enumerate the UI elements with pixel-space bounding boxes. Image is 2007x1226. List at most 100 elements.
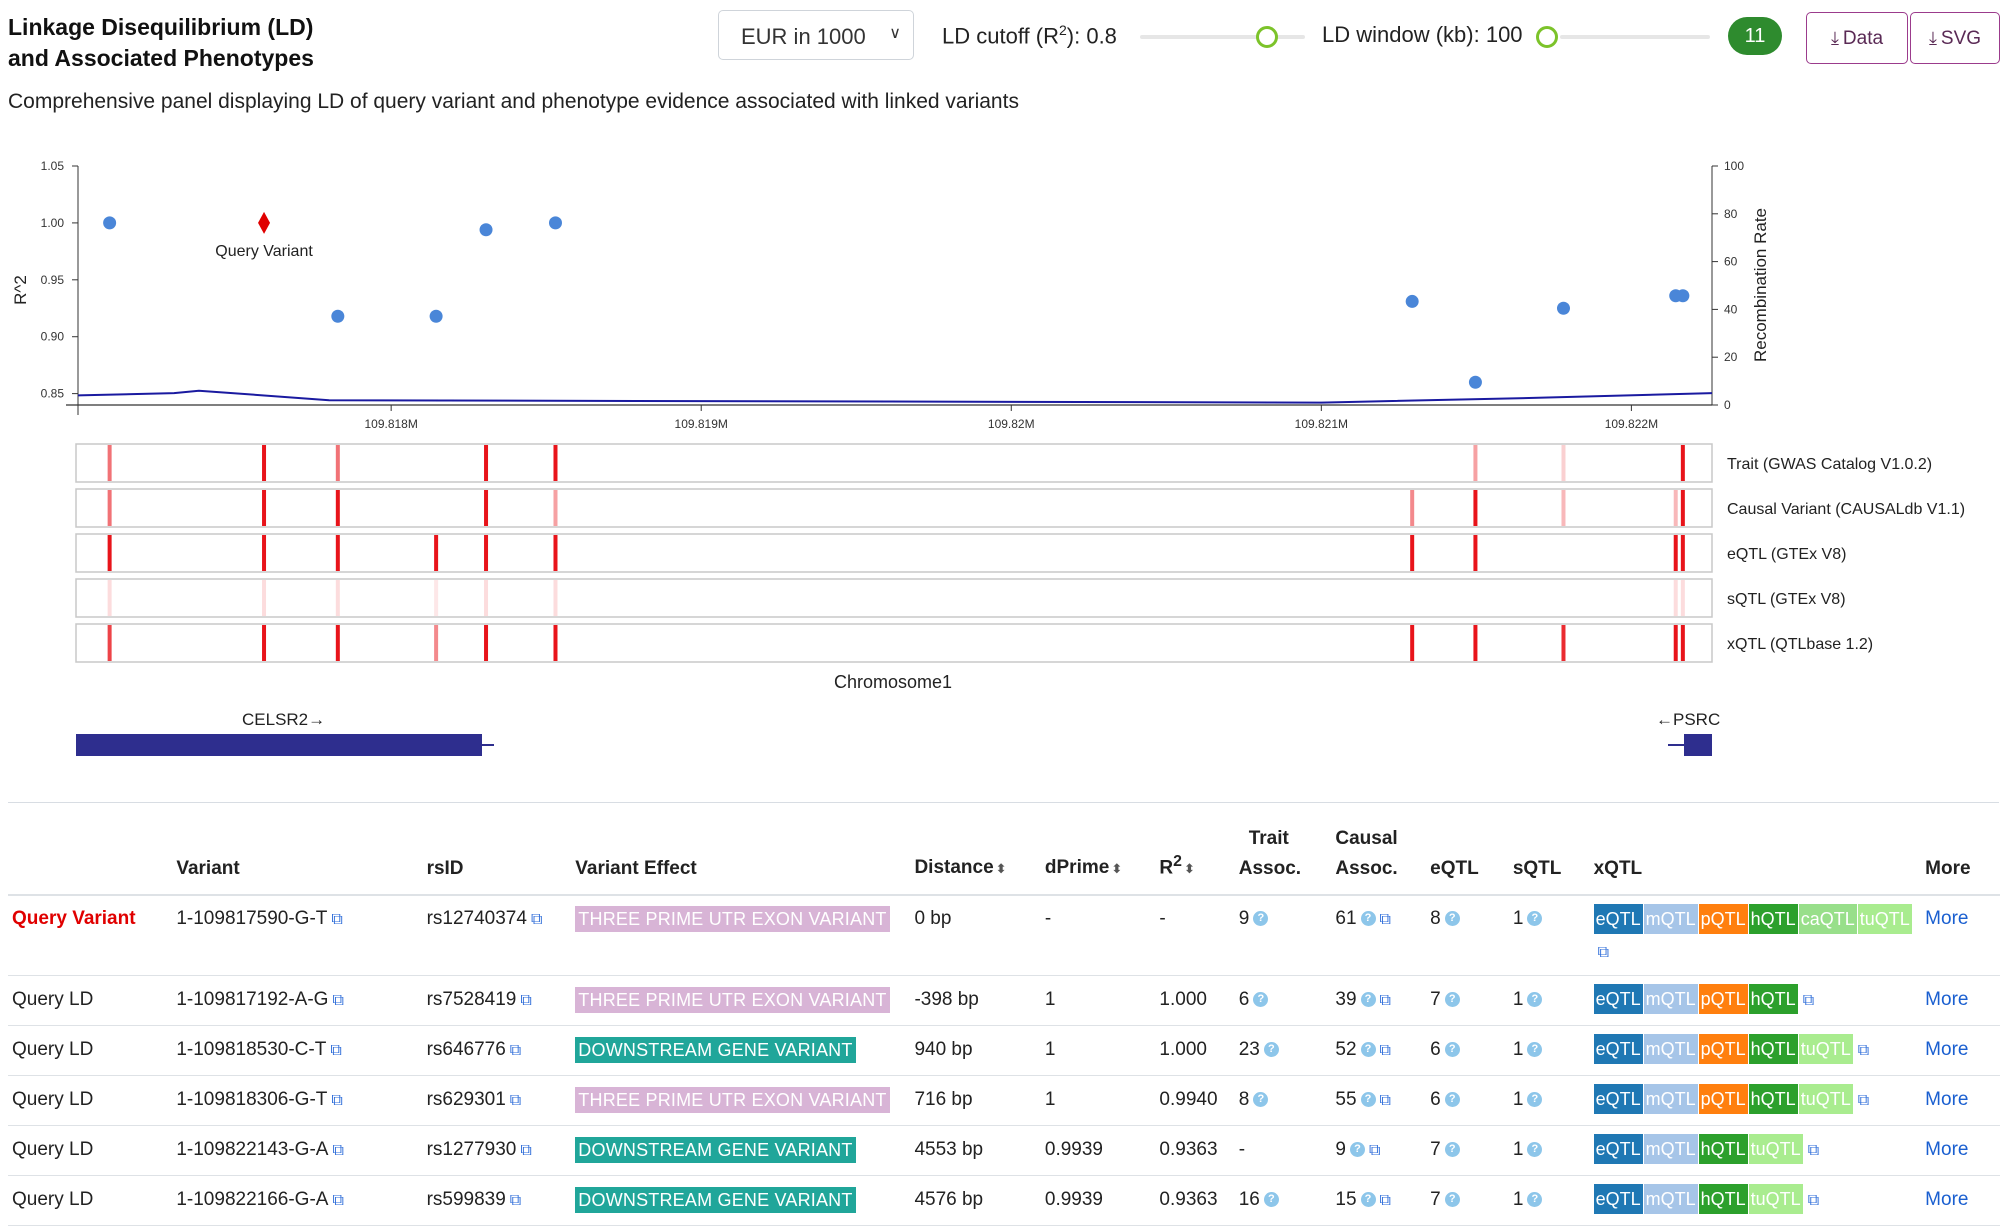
external-link-icon[interactable]: ⧉ — [1807, 1191, 1820, 1209]
external-link-icon[interactable]: ⧉ — [520, 991, 532, 1009]
more-link[interactable]: More — [1925, 1038, 1969, 1060]
ld-window-slider-handle[interactable] — [1536, 26, 1558, 48]
help-icon[interactable]: ? — [1444, 911, 1460, 927]
track-mark — [553, 625, 558, 661]
chromosome-label: Chromosome1 — [834, 672, 952, 692]
external-link-icon[interactable]: ⧉ — [1379, 911, 1391, 928]
variant-effect-badge: THREE PRIME UTR EXON VARIANT — [575, 986, 890, 1013]
external-link-icon[interactable]: ⧉ — [331, 911, 343, 928]
track-mark — [1673, 580, 1678, 616]
cell-eqtl: 6? — [1426, 1075, 1509, 1126]
help-icon[interactable]: ? — [1527, 1041, 1543, 1057]
ld-variant-table: Variant rsID Variant Effect Distance ⬍ dP… — [8, 818, 2000, 1226]
more-link[interactable]: More — [1925, 1088, 1969, 1110]
help-icon[interactable]: ? — [1527, 991, 1543, 1007]
cell-trait-assoc: - — [1234, 1125, 1332, 1176]
rsid-value: rs1277930 — [426, 1138, 517, 1160]
help-icon[interactable]: ? — [1360, 911, 1376, 927]
download-svg-button[interactable]: ⤓ SVG — [1910, 12, 2000, 64]
more-link[interactable]: More — [1925, 908, 1969, 929]
help-icon[interactable]: ? — [1444, 991, 1460, 1007]
external-link-icon[interactable]: ⧉ — [330, 1041, 342, 1059]
help-icon[interactable]: ? — [1360, 1191, 1376, 1207]
ld-cutoff-slider-handle[interactable] — [1256, 26, 1278, 48]
track-label: sQTL (GTEx V8) — [1727, 591, 1846, 608]
help-icon[interactable]: ? — [1527, 1091, 1543, 1107]
track-mark — [1673, 490, 1678, 526]
xqtl-badge-tuqtl: tuQTL — [1748, 1183, 1803, 1214]
y2-tick-label: 20 — [1724, 350, 1738, 364]
external-link-icon[interactable]: ⧉ — [520, 1141, 532, 1159]
external-link-icon[interactable]: ⧉ — [530, 911, 543, 928]
help-icon[interactable]: ? — [1444, 1091, 1460, 1107]
external-link-icon[interactable]: ⧉ — [509, 1091, 522, 1109]
table-header-row: Variant rsID Variant Effect Distance ⬍ dP… — [8, 818, 2000, 896]
help-icon[interactable]: ? — [1253, 911, 1269, 927]
external-link-icon[interactable]: ⧉ — [1368, 1141, 1381, 1159]
external-link-icon[interactable]: ⧉ — [509, 1191, 522, 1209]
track-row — [75, 488, 1713, 528]
help-icon[interactable]: ? — [1349, 1141, 1365, 1157]
col-dprime[interactable]: dPrime ⬍ — [1040, 818, 1156, 896]
section-divider — [8, 802, 1999, 803]
external-link-icon[interactable]: ⧉ — [1802, 991, 1815, 1009]
help-icon[interactable]: ? — [1360, 1091, 1376, 1107]
xqtl-badge-mqtl: mQTL — [1643, 1133, 1698, 1164]
track-mark — [107, 535, 112, 571]
external-link-icon[interactable]: ⧉ — [1857, 1091, 1870, 1109]
ld-window-slider[interactable] — [1560, 35, 1710, 39]
variant-id: 1-109818306-G-T — [176, 1088, 328, 1110]
external-link-icon[interactable]: ⧉ — [1379, 1091, 1391, 1109]
external-link-icon[interactable]: ⧉ — [509, 1041, 522, 1059]
cell-dprime: 0.9939 — [1040, 1125, 1156, 1176]
external-link-icon[interactable]: ⧉ — [332, 991, 344, 1009]
variant-effect-badge: DOWNSTREAM GENE VARIANT — [575, 1036, 856, 1063]
help-icon[interactable]: ? — [1360, 1041, 1376, 1057]
track-mark — [107, 445, 112, 481]
population-select[interactable]: EUR in 1000 ∨ — [718, 10, 914, 60]
variant-type-label: Query LD — [12, 988, 94, 1010]
causal-count: 61 — [1335, 908, 1357, 929]
external-link-icon[interactable]: ⧉ — [1379, 991, 1391, 1009]
help-icon[interactable]: ? — [1263, 1041, 1279, 1057]
track-mark — [335, 580, 340, 616]
download-data-button[interactable]: ⤓ Data — [1806, 12, 1908, 64]
more-link[interactable]: More — [1925, 1188, 1969, 1210]
col-r2[interactable]: R2 ⬍ — [1155, 818, 1235, 896]
table-row: Query LD 1-109818530-C-T ⧉ rs646776 ⧉ DOWNSTR… — [8, 1025, 2000, 1076]
help-icon[interactable]: ? — [1444, 1141, 1460, 1157]
external-link-icon[interactable]: ⧉ — [332, 1141, 344, 1159]
help-icon[interactable]: ? — [1444, 1191, 1460, 1207]
help-icon[interactable]: ? — [1360, 991, 1376, 1007]
col-distance[interactable]: Distance ⬍ — [910, 818, 1041, 896]
external-link-icon[interactable]: ⧉ — [1597, 944, 1610, 961]
ld-variant-point — [1556, 301, 1570, 315]
help-icon[interactable]: ? — [1263, 1191, 1279, 1207]
track-row — [75, 623, 1713, 663]
external-link-icon[interactable]: ⧉ — [1857, 1041, 1870, 1059]
ld-cutoff-slider[interactable] — [1140, 35, 1305, 39]
help-icon[interactable]: ? — [1527, 1141, 1543, 1157]
external-link-icon[interactable]: ⧉ — [332, 1191, 344, 1209]
track-mark — [434, 625, 439, 661]
more-link[interactable]: More — [1925, 988, 1969, 1010]
ld-cutoff-label: LD cutoff (R2): 0.8 — [942, 22, 1117, 49]
cell-dprime: 1 — [1040, 1025, 1156, 1076]
help-icon[interactable]: ? — [1444, 1041, 1460, 1057]
help-icon[interactable]: ? — [1527, 911, 1543, 927]
more-link[interactable]: More — [1925, 1138, 1969, 1160]
external-link-icon[interactable]: ⧉ — [331, 1091, 343, 1109]
help-icon[interactable]: ? — [1253, 991, 1269, 1007]
external-link-icon[interactable]: ⧉ — [1379, 1191, 1391, 1209]
col-xqtl: xQTL — [1589, 818, 1922, 896]
help-icon[interactable]: ? — [1253, 1091, 1269, 1107]
trait-count: 8 — [1238, 1088, 1250, 1110]
table-row: Query LD 1-109822166-G-A ⧉ rs599839 ⧉ DOWNSTR… — [8, 1175, 2000, 1226]
variant-id: 1-109822143-G-A — [176, 1138, 329, 1160]
external-link-icon[interactable]: ⧉ — [1379, 1041, 1391, 1059]
y2-tick-label: 80 — [1724, 207, 1738, 221]
query-variant-label: Query Variant — [215, 243, 313, 260]
external-link-icon[interactable]: ⧉ — [1807, 1141, 1820, 1159]
help-icon[interactable]: ? — [1527, 1191, 1543, 1207]
cell-variant-effect: THREE PRIME UTR EXON VARIANT — [571, 975, 911, 1026]
